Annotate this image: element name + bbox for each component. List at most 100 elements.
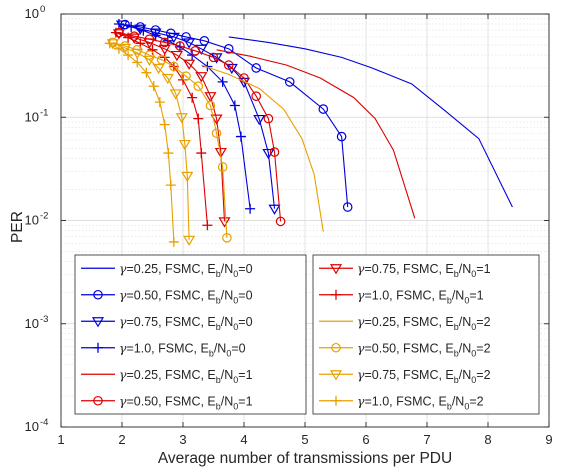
- data-point: [158, 44, 171, 56]
- data-point: [275, 216, 286, 227]
- data-point: [181, 71, 191, 81]
- data-point: [193, 81, 204, 91]
- legend-label: γ=1.0, FSMC, Eb/N0=0: [119, 340, 246, 358]
- data-point: [123, 50, 134, 61]
- legend-right: γ=0.75, FSMC, Eb/N0=1 γ=1.0, FSMC, Eb/N0=…: [312, 254, 540, 415]
- series-line: [201, 64, 324, 232]
- x-tick-label: 8: [484, 432, 491, 447]
- data-point: [284, 77, 295, 87]
- data-point: [167, 32, 180, 44]
- series-1: [228, 36, 513, 208]
- data-point: [162, 35, 173, 46]
- legend-entry: γ=0.25, FSMC, Eb/N0=1: [81, 367, 253, 385]
- legend-entry: γ=0.25, FSMC, Eb/N0=0: [81, 261, 253, 279]
- legend-label: γ=0.75, FSMC, Eb/N0=2: [357, 367, 491, 385]
- data-point: [159, 37, 170, 48]
- legend-label: γ=1.0, FSMC, Eb/N0=2: [357, 393, 484, 411]
- data-point: [181, 171, 194, 183]
- series-5: [216, 49, 416, 219]
- y-tick-label: 10: [25, 6, 39, 21]
- y-tick-label: 10: [25, 213, 39, 228]
- x-tick-label: 5: [301, 432, 308, 447]
- data-point: [251, 91, 262, 101]
- data-point: [263, 113, 274, 124]
- data-point: [342, 202, 353, 212]
- data-point: [208, 52, 219, 63]
- data-point: [143, 38, 156, 49]
- data-point: [235, 131, 246, 142]
- x-tick-label: 9: [545, 432, 552, 447]
- y-tick-exponent: -4: [40, 417, 48, 428]
- data-point: [217, 76, 228, 87]
- y-tick-exponent: -2: [40, 211, 48, 222]
- data-point: [170, 50, 183, 62]
- data-point: [175, 113, 188, 124]
- legend-marker: [331, 289, 341, 300]
- y-tick-label: 10: [25, 419, 39, 434]
- data-point: [211, 128, 222, 139]
- series-layer: [104, 19, 513, 247]
- data-point: [159, 119, 170, 130]
- data-point: [152, 63, 165, 75]
- y-tick-exponent: 0: [40, 4, 45, 15]
- legend-label: γ=0.25, FSMC, Eb/N0=1: [119, 367, 253, 385]
- data-point: [154, 97, 165, 108]
- data-point: [245, 203, 256, 214]
- data-point: [168, 236, 179, 247]
- data-point: [141, 67, 152, 78]
- data-point: [113, 43, 124, 54]
- data-point: [268, 204, 281, 215]
- data-point: [239, 73, 249, 83]
- data-point: [163, 148, 174, 159]
- data-point: [183, 235, 196, 247]
- data-point: [175, 41, 185, 51]
- data-point: [104, 38, 115, 49]
- legend-marker: [93, 342, 103, 353]
- data-point: [229, 100, 240, 111]
- legend-marker: [329, 370, 343, 381]
- data-point: [205, 100, 216, 111]
- data-point: [193, 113, 204, 124]
- data-point: [183, 38, 196, 49]
- data-point: [183, 59, 196, 70]
- legend-entry: γ=0.50, FSMC, Eb/N0=1: [81, 393, 253, 411]
- data-point: [223, 60, 234, 70]
- data-point: [222, 232, 232, 243]
- data-point: [108, 37, 118, 48]
- data-point: [336, 131, 347, 142]
- x-axis-label: Average number of transmissions per PDU: [158, 450, 452, 467]
- data-point: [149, 28, 162, 39]
- legend-marker: [331, 395, 341, 406]
- series-9: [201, 64, 324, 232]
- data-point: [195, 72, 208, 83]
- data-point: [318, 104, 329, 114]
- legend-label: γ=1.0, FSMC, Eb/N0=1: [357, 287, 484, 305]
- legend-left: γ=0.25, FSMC, Eb/N0=0 γ=0.50, FSMC, Eb/N0…: [74, 254, 307, 415]
- series-line: [216, 49, 416, 219]
- data-point: [253, 114, 266, 126]
- x-tick-label: 1: [57, 432, 64, 447]
- y-tick-label: 10: [25, 316, 39, 331]
- legend-label: γ=0.75, FSMC, Eb/N0=0: [119, 314, 253, 332]
- data-point: [269, 147, 280, 157]
- x-tick-label: 4: [240, 432, 247, 447]
- legend-label: γ=0.50, FSMC, Eb/N0=2: [357, 340, 491, 358]
- series-11: [106, 39, 196, 247]
- y-tick-exponent: -1: [40, 107, 48, 118]
- x-tick-label: 3: [179, 432, 186, 447]
- axes-frame: [60, 13, 550, 428]
- legend-label: γ=0.50, FSMC, Eb/N0=1: [119, 393, 253, 411]
- series-12: [104, 38, 179, 247]
- data-point: [128, 33, 141, 44]
- data-point: [218, 217, 231, 228]
- data-point: [143, 55, 156, 66]
- data-point: [217, 162, 228, 172]
- legend-entry: γ=0.50, FSMC, Eb/N0=0: [81, 287, 253, 305]
- series-line: [228, 36, 513, 208]
- data-point: [223, 44, 234, 54]
- legend-entry: γ=1.0, FSMC, Eb/N0=0: [81, 340, 246, 358]
- data-point: [187, 92, 198, 103]
- legend-entry: γ=0.75, FSMC, Eb/N0=1: [319, 261, 491, 279]
- legend-entry: γ=0.50, FSMC, Eb/N0=2: [319, 340, 491, 358]
